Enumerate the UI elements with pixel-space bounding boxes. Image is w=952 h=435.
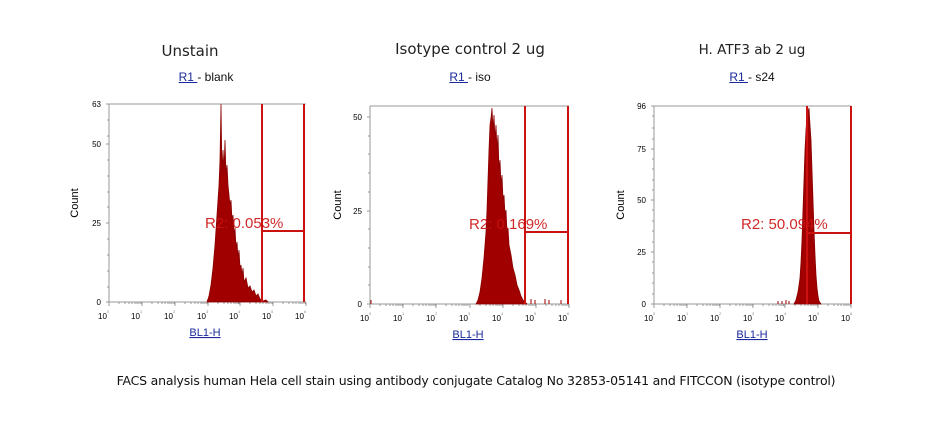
gate-r2 [806, 106, 852, 304]
svg-text:10: 10 [459, 314, 468, 323]
y-axis-ticks: 96 75 50 25 0 [637, 102, 646, 309]
svg-text:25: 25 [353, 207, 362, 216]
svg-text:50: 50 [637, 196, 646, 205]
subtitle-text: - blank [197, 70, 234, 84]
x-axis-minor-ticks [653, 304, 852, 308]
svg-text:3: 3 [468, 311, 471, 316]
svg-text:10: 10 [743, 314, 752, 323]
y-axis-label: Count [615, 190, 627, 219]
histogram-curve [206, 103, 269, 303]
svg-text:25: 25 [637, 248, 646, 257]
panel-title-isotype: Isotype control 2 ug [395, 40, 545, 58]
svg-text:10: 10 [426, 314, 435, 323]
svg-text:10: 10 [393, 314, 402, 323]
svg-text:10: 10 [360, 314, 369, 323]
svg-text:4: 4 [501, 311, 504, 316]
r1-link[interactable]: R1 [178, 70, 198, 84]
gate-label: R2: 0.169% [469, 216, 547, 233]
svg-text:6: 6 [304, 309, 307, 314]
svg-text:0: 0 [97, 298, 102, 307]
y-axis-ticks: 50 25 0 [353, 113, 362, 309]
svg-text:25: 25 [92, 219, 101, 228]
svg-text:96: 96 [637, 102, 646, 111]
svg-text:10: 10 [808, 314, 817, 323]
x-axis-minor-ticks [369, 304, 570, 308]
panel-subtitle-unstain: R1 - blank [179, 70, 234, 84]
subtitle-text: - s24 [748, 70, 775, 84]
svg-text:0: 0 [653, 311, 656, 316]
svg-text:10: 10 [492, 314, 501, 323]
svg-text:5: 5 [534, 311, 537, 316]
svg-text:75: 75 [637, 145, 646, 154]
histogram-atf3: 96 75 50 25 0 Count 100 101 102 103 104 … [615, 102, 853, 341]
svg-text:10: 10 [677, 314, 686, 323]
x-axis-ticks: 100 101 102 103 104 105 106 [360, 311, 570, 323]
svg-text:50: 50 [353, 113, 362, 122]
svg-text:2: 2 [435, 311, 438, 316]
svg-text:0: 0 [107, 309, 110, 314]
x-axis-label: BL1-H [452, 329, 483, 341]
gate-r2 [524, 106, 569, 304]
svg-text:10: 10 [841, 314, 850, 323]
svg-text:10: 10 [262, 312, 271, 321]
gate-r2 [261, 104, 305, 302]
y-axis-label: Count [69, 188, 81, 217]
svg-text:10: 10 [710, 314, 719, 323]
svg-text:10: 10 [98, 312, 107, 321]
r1-link[interactable]: R1 [449, 70, 469, 84]
svg-text:10: 10 [229, 312, 238, 321]
subtitle-text: - iso [468, 70, 491, 84]
svg-text:50: 50 [92, 140, 101, 149]
svg-text:5: 5 [271, 309, 274, 314]
svg-text:0: 0 [369, 311, 372, 316]
x-axis-ticks: 100 101 102 103 104 105 106 [98, 309, 307, 321]
svg-text:10: 10 [525, 314, 534, 323]
x-axis-label: BL1-H [736, 329, 767, 341]
histogram-isotype: 50 25 0 Count 100 101 102 103 104 105 10… [332, 105, 570, 341]
x-axis-ticks: 100 101 102 103 104 105 106 [644, 311, 853, 323]
svg-text:4: 4 [238, 309, 241, 314]
svg-text:0: 0 [358, 300, 363, 309]
y-axis-ticks: 63 50 25 0 [92, 100, 101, 307]
svg-text:1: 1 [686, 311, 689, 316]
svg-text:6: 6 [567, 311, 570, 316]
r1-link[interactable]: R1 [729, 70, 748, 84]
svg-text:10: 10 [197, 312, 206, 321]
svg-text:10: 10 [131, 312, 140, 321]
svg-text:0: 0 [642, 300, 647, 309]
svg-text:5: 5 [817, 311, 820, 316]
svg-text:2: 2 [719, 311, 722, 316]
svg-text:3: 3 [752, 311, 755, 316]
panel-title-atf3: H. ATF3 ab 2 ug [698, 42, 806, 58]
y-axis-label: Count [332, 190, 344, 219]
x-axis-label: BL1-H [189, 327, 220, 339]
panel-title-unstain: Unstain [161, 42, 219, 60]
histogram-unstain: 63 50 25 0 Count 100 101 102 103 104 105… [69, 100, 307, 339]
panel-subtitle-isotype: R1 - iso [449, 70, 490, 84]
svg-text:1: 1 [402, 311, 405, 316]
svg-text:10: 10 [644, 314, 653, 323]
x-axis-minor-ticks [108, 302, 307, 306]
gate-label: R2: 50.094% [741, 216, 828, 233]
svg-text:2: 2 [173, 309, 176, 314]
svg-text:3: 3 [206, 309, 209, 314]
histogram-curve [475, 107, 528, 305]
svg-text:10: 10 [775, 314, 784, 323]
svg-text:4: 4 [784, 311, 787, 316]
figure-caption: FACS analysis human Hela cell stain usin… [116, 373, 836, 388]
svg-text:10: 10 [558, 314, 567, 323]
panel-subtitle-atf3: R1 - s24 [729, 70, 774, 84]
svg-text:63: 63 [92, 100, 101, 109]
gate-label: R2: 0.053% [205, 215, 283, 232]
svg-text:1: 1 [140, 309, 143, 314]
svg-text:6: 6 [850, 311, 853, 316]
svg-text:10: 10 [164, 312, 173, 321]
svg-text:10: 10 [295, 312, 304, 321]
